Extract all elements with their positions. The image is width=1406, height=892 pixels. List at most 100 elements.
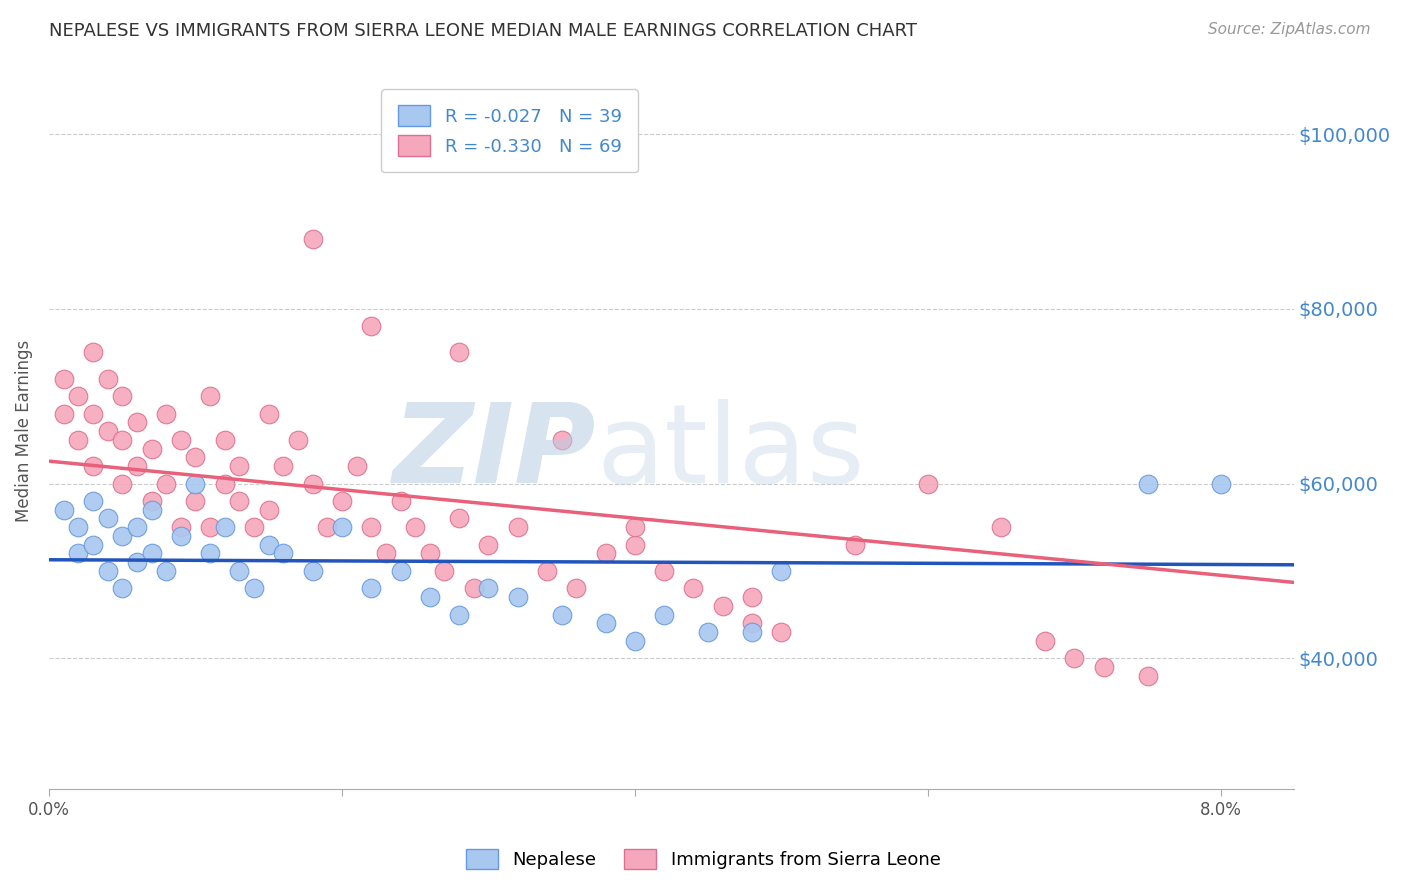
Point	[67, 389, 90, 403]
Point	[506, 590, 529, 604]
Point	[419, 590, 441, 604]
Point	[374, 546, 396, 560]
Point	[111, 476, 134, 491]
Point	[111, 433, 134, 447]
Point	[1136, 668, 1159, 682]
Point	[82, 407, 104, 421]
Point	[67, 520, 90, 534]
Point	[214, 520, 236, 534]
Point	[214, 476, 236, 491]
Legend: R = -0.027   N = 39, R = -0.330   N = 69: R = -0.027 N = 39, R = -0.330 N = 69	[381, 89, 638, 172]
Point	[449, 607, 471, 622]
Point	[404, 520, 426, 534]
Point	[595, 616, 617, 631]
Point	[198, 546, 221, 560]
Point	[1063, 651, 1085, 665]
Point	[1033, 633, 1056, 648]
Point	[711, 599, 734, 613]
Point	[184, 476, 207, 491]
Point	[52, 372, 75, 386]
Point	[125, 416, 148, 430]
Point	[624, 520, 647, 534]
Point	[214, 433, 236, 447]
Point	[449, 345, 471, 359]
Point	[67, 546, 90, 560]
Point	[697, 625, 720, 640]
Point	[741, 616, 763, 631]
Point	[682, 582, 704, 596]
Point	[111, 529, 134, 543]
Point	[652, 564, 675, 578]
Point	[506, 520, 529, 534]
Point	[67, 433, 90, 447]
Point	[155, 407, 177, 421]
Point	[184, 450, 207, 465]
Point	[243, 520, 266, 534]
Point	[624, 633, 647, 648]
Point	[97, 564, 120, 578]
Legend: Nepalese, Immigrants from Sierra Leone: Nepalese, Immigrants from Sierra Leone	[457, 839, 949, 879]
Point	[170, 520, 193, 534]
Point	[257, 407, 280, 421]
Point	[1209, 476, 1232, 491]
Point	[433, 564, 456, 578]
Point	[97, 372, 120, 386]
Point	[170, 433, 193, 447]
Point	[155, 564, 177, 578]
Point	[844, 538, 866, 552]
Point	[550, 607, 572, 622]
Point	[301, 232, 323, 246]
Point	[346, 458, 368, 473]
Point	[273, 458, 295, 473]
Point	[360, 582, 382, 596]
Text: Source: ZipAtlas.com: Source: ZipAtlas.com	[1208, 22, 1371, 37]
Point	[111, 389, 134, 403]
Point	[917, 476, 939, 491]
Point	[550, 433, 572, 447]
Point	[228, 564, 250, 578]
Point	[389, 494, 412, 508]
Text: NEPALESE VS IMMIGRANTS FROM SIERRA LEONE MEDIAN MALE EARNINGS CORRELATION CHART: NEPALESE VS IMMIGRANTS FROM SIERRA LEONE…	[49, 22, 917, 40]
Point	[301, 476, 323, 491]
Point	[82, 494, 104, 508]
Point	[243, 582, 266, 596]
Point	[111, 582, 134, 596]
Point	[228, 494, 250, 508]
Point	[228, 458, 250, 473]
Point	[82, 345, 104, 359]
Point	[141, 502, 163, 516]
Point	[125, 458, 148, 473]
Point	[477, 582, 499, 596]
Point	[198, 520, 221, 534]
Point	[463, 582, 485, 596]
Point	[477, 538, 499, 552]
Point	[125, 520, 148, 534]
Point	[257, 538, 280, 552]
Point	[301, 564, 323, 578]
Point	[125, 555, 148, 569]
Point	[330, 520, 353, 534]
Point	[316, 520, 339, 534]
Point	[565, 582, 588, 596]
Point	[141, 442, 163, 456]
Text: ZIP: ZIP	[394, 399, 596, 506]
Point	[741, 590, 763, 604]
Point	[389, 564, 412, 578]
Point	[184, 494, 207, 508]
Point	[536, 564, 558, 578]
Point	[97, 511, 120, 525]
Point	[360, 319, 382, 334]
Point	[652, 607, 675, 622]
Point	[990, 520, 1012, 534]
Point	[273, 546, 295, 560]
Point	[330, 494, 353, 508]
Point	[170, 529, 193, 543]
Point	[287, 433, 309, 447]
Point	[1092, 660, 1115, 674]
Point	[624, 538, 647, 552]
Point	[770, 625, 793, 640]
Point	[257, 502, 280, 516]
Point	[141, 494, 163, 508]
Point	[419, 546, 441, 560]
Point	[82, 538, 104, 552]
